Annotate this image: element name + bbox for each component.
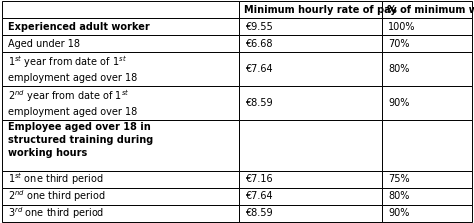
Bar bbox=[383, 1, 472, 18]
Text: 90%: 90% bbox=[388, 209, 410, 218]
Text: Aged under 18: Aged under 18 bbox=[8, 39, 80, 49]
Bar bbox=[383, 120, 472, 171]
Text: 80%: 80% bbox=[388, 191, 410, 201]
Bar bbox=[383, 205, 472, 222]
Bar bbox=[2, 171, 239, 188]
Text: €9.55: €9.55 bbox=[245, 22, 273, 32]
Bar bbox=[2, 35, 239, 52]
Text: 70%: 70% bbox=[388, 39, 410, 49]
Text: €8.59: €8.59 bbox=[245, 209, 273, 218]
Bar bbox=[383, 171, 472, 188]
Text: Experienced adult worker: Experienced adult worker bbox=[8, 22, 150, 32]
Bar bbox=[383, 18, 472, 35]
Bar bbox=[2, 18, 239, 35]
Text: 1$^{st}$ year from date of 1$^{st}$
employment aged over 18: 1$^{st}$ year from date of 1$^{st}$ empl… bbox=[8, 54, 137, 83]
Bar bbox=[383, 52, 472, 86]
Bar bbox=[2, 205, 239, 222]
Text: Minimum hourly rate of pay: Minimum hourly rate of pay bbox=[244, 5, 397, 14]
Bar bbox=[383, 188, 472, 205]
Bar bbox=[2, 86, 239, 120]
Text: €7.64: €7.64 bbox=[245, 64, 273, 74]
Text: % of minimum wage: % of minimum wage bbox=[387, 5, 474, 14]
Text: 2$^{nd}$ year from date of 1$^{st}$
employment aged over 18: 2$^{nd}$ year from date of 1$^{st}$ empl… bbox=[8, 88, 137, 117]
Bar bbox=[383, 86, 472, 120]
Text: 75%: 75% bbox=[388, 174, 410, 184]
Text: 1$^{st}$ one third period: 1$^{st}$ one third period bbox=[8, 171, 103, 187]
Bar bbox=[239, 35, 383, 52]
Bar bbox=[239, 86, 383, 120]
Bar bbox=[239, 171, 383, 188]
Text: 2$^{nd}$ one third period: 2$^{nd}$ one third period bbox=[8, 188, 106, 204]
Text: €7.64: €7.64 bbox=[245, 191, 273, 201]
Bar bbox=[239, 205, 383, 222]
Text: €6.68: €6.68 bbox=[245, 39, 273, 49]
Text: Employee aged over 18 in
structured training during
working hours: Employee aged over 18 in structured trai… bbox=[8, 122, 153, 158]
Bar bbox=[2, 188, 239, 205]
Bar bbox=[239, 1, 383, 18]
Text: 3$^{rd}$ one third period: 3$^{rd}$ one third period bbox=[8, 205, 104, 221]
Text: €8.59: €8.59 bbox=[245, 98, 273, 108]
Text: 100%: 100% bbox=[388, 22, 416, 32]
Bar bbox=[2, 52, 239, 86]
Bar bbox=[383, 35, 472, 52]
Bar bbox=[239, 52, 383, 86]
Bar bbox=[239, 18, 383, 35]
Text: €7.16: €7.16 bbox=[245, 174, 273, 184]
Bar bbox=[2, 120, 239, 171]
Bar bbox=[2, 1, 239, 18]
Text: 80%: 80% bbox=[388, 64, 410, 74]
Bar bbox=[239, 120, 383, 171]
Bar bbox=[239, 188, 383, 205]
Text: 90%: 90% bbox=[388, 98, 410, 108]
